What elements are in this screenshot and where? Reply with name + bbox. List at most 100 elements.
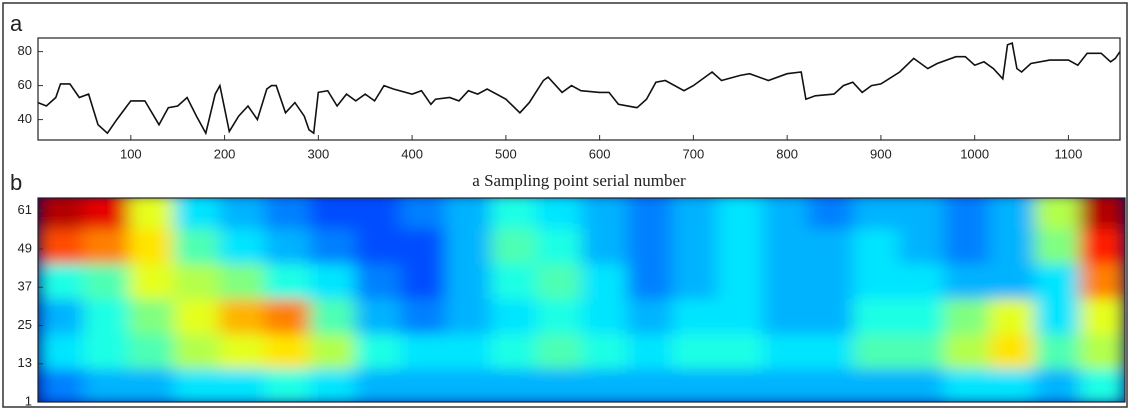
heat-cell [536, 263, 582, 299]
heat-cell [1034, 198, 1081, 229]
heat-cell [355, 228, 401, 264]
heat-cell [989, 198, 1035, 229]
heat-cell [807, 368, 854, 402]
heat-cell [898, 263, 945, 299]
heat-cell [445, 298, 492, 334]
heat-cell [173, 228, 220, 264]
y-tick-label: 61 [18, 202, 32, 217]
data-line [37, 42, 1121, 136]
heat-cell [128, 368, 175, 402]
heat-cell [762, 228, 809, 264]
heat-cell [1034, 333, 1081, 370]
heat-cell [853, 228, 900, 264]
heat-cell [264, 228, 311, 264]
panel-label: a [10, 11, 23, 36]
heat-cell [264, 368, 311, 402]
heat-cell [581, 263, 628, 299]
heat-cell [536, 228, 582, 264]
heat-cell [219, 228, 265, 264]
heat-cell [943, 298, 990, 334]
heat-cell [989, 298, 1035, 334]
heat-cell [309, 368, 356, 402]
heat-cell [1034, 228, 1081, 264]
heat-cell [490, 198, 537, 229]
heat-cell [581, 228, 628, 264]
heat-cell [400, 228, 447, 264]
heat-cell [672, 198, 718, 229]
heat-cell [355, 298, 401, 334]
heat-cell [400, 368, 447, 402]
heat-cell [83, 228, 130, 264]
heat-cell [445, 368, 492, 402]
heat-cell [717, 198, 764, 229]
heat-cell [38, 228, 84, 264]
heat-cell [581, 198, 628, 229]
y-tick-label: 49 [18, 240, 32, 255]
heat-cell [219, 298, 265, 334]
heat-cell [717, 333, 764, 370]
heat-cell [1079, 198, 1125, 229]
heat-cell [83, 368, 130, 402]
heat-cell [1079, 263, 1125, 299]
heat-cell [672, 298, 718, 334]
heat-cell [490, 333, 537, 370]
heat-cell [128, 228, 175, 264]
plot-frame [37, 37, 1121, 141]
heat-cell [762, 333, 809, 370]
heat-cell [490, 263, 537, 299]
heat-cell [762, 368, 809, 402]
y-tick-label: 40 [18, 111, 32, 126]
heat-cell [989, 228, 1035, 264]
heat-cell [853, 333, 900, 370]
heat-cell [943, 198, 990, 229]
heat-cell [38, 368, 84, 402]
heat-cell [536, 333, 582, 370]
heat-cell [898, 228, 945, 264]
heat-cell [219, 333, 265, 370]
x-tick-label: 400 [401, 146, 423, 161]
panel-label: b [10, 170, 22, 195]
heat-cell [1034, 368, 1081, 402]
heat-cell [762, 263, 809, 299]
heat-cell [309, 263, 356, 299]
heat-cell [490, 228, 537, 264]
heat-cell [626, 298, 673, 334]
y-tick-label: 25 [18, 317, 32, 332]
heat-cell [1079, 298, 1125, 334]
y-tick-label: 80 [18, 43, 32, 58]
heat-cell [355, 198, 401, 229]
x-tick-label: 900 [870, 146, 892, 161]
y-tick-label: 60 [18, 77, 32, 92]
heatmap [38, 198, 1125, 402]
heat-cell [309, 198, 356, 229]
heat-cell [173, 368, 220, 402]
heat-cell [1079, 368, 1125, 402]
heatmap-clip [38, 198, 1125, 402]
heat-cell [128, 333, 175, 370]
x-tick-label: 600 [589, 146, 611, 161]
heat-cell [355, 368, 401, 402]
heat-cell [626, 333, 673, 370]
heat-cell [717, 228, 764, 264]
heat-cell [898, 298, 945, 334]
x-tick-label: 500 [495, 146, 517, 161]
heat-cell [38, 198, 84, 229]
heat-cell [445, 333, 492, 370]
heat-cell [626, 228, 673, 264]
heat-cell [173, 298, 220, 334]
heat-cell [83, 198, 130, 229]
x-tick-label: 800 [776, 146, 798, 161]
y-tick-label: 1 [25, 393, 32, 408]
x-tick-label: 1100 [1054, 146, 1082, 161]
heat-cell [853, 263, 900, 299]
x-tick-label: 200 [214, 146, 236, 161]
heat-cell [536, 298, 582, 334]
heat-cell [128, 298, 175, 334]
heat-cell [490, 368, 537, 402]
heat-cell [400, 298, 447, 334]
x-tick-label: 100 [120, 146, 142, 161]
heat-cell [626, 198, 673, 229]
heat-cell [128, 198, 175, 229]
x-tick-label: 700 [683, 146, 705, 161]
